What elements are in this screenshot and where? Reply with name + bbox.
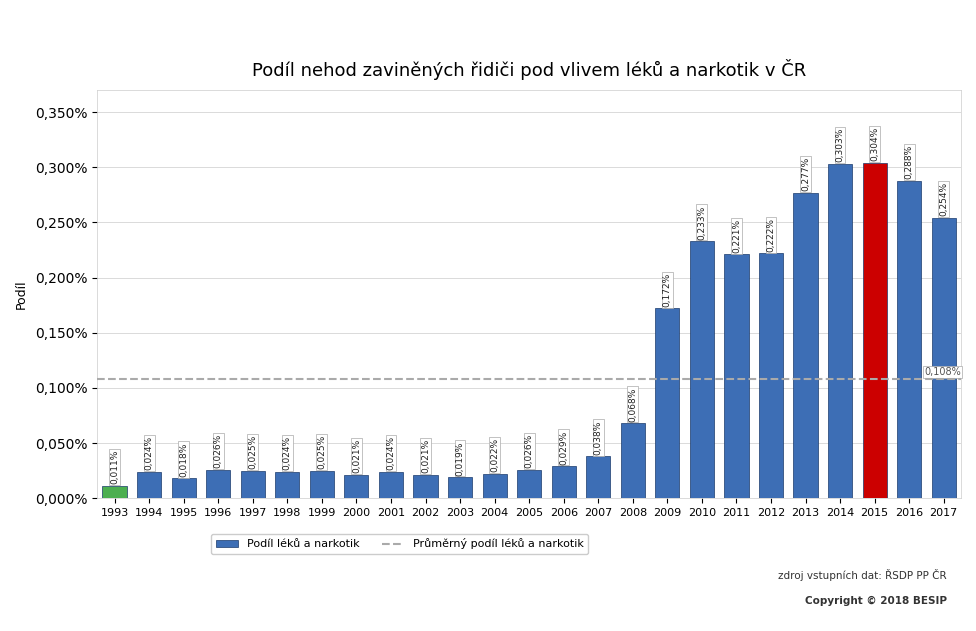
Bar xyxy=(863,163,887,498)
Bar xyxy=(102,486,127,498)
Text: 0,022%: 0,022% xyxy=(490,438,499,472)
Bar xyxy=(793,192,818,498)
Bar xyxy=(241,471,264,498)
Bar xyxy=(724,254,749,498)
Y-axis label: Podíl: Podíl xyxy=(15,280,28,309)
Bar xyxy=(275,472,300,498)
Title: Podíl nehod zaviněných řidiči pod vlivem léků a narkotik v ČR: Podíl nehod zaviněných řidiči pod vlivem… xyxy=(252,59,806,80)
Text: 0,068%: 0,068% xyxy=(629,387,637,422)
Text: 0,021%: 0,021% xyxy=(421,439,430,473)
Bar xyxy=(897,180,921,498)
Text: 0,024%: 0,024% xyxy=(386,436,395,470)
Text: 0,038%: 0,038% xyxy=(593,420,603,454)
Bar xyxy=(345,475,369,498)
Text: Copyright © 2018 BESIP: Copyright © 2018 BESIP xyxy=(805,596,947,606)
Bar xyxy=(621,423,645,498)
Bar xyxy=(448,477,472,498)
Bar xyxy=(206,469,230,498)
Legend: Podíl léků a narkotik, Průměrný podíl léků a narkotik: Podíl léků a narkotik, Průměrný podíl lé… xyxy=(211,534,588,554)
Text: 0,233%: 0,233% xyxy=(698,205,707,240)
Text: 0,024%: 0,024% xyxy=(144,436,153,470)
Bar xyxy=(379,472,403,498)
Bar xyxy=(828,164,852,498)
Bar xyxy=(690,241,714,498)
Bar xyxy=(932,218,956,498)
Text: 0,172%: 0,172% xyxy=(663,273,671,307)
Text: 0,222%: 0,222% xyxy=(766,218,776,252)
Text: 0,018%: 0,018% xyxy=(180,442,188,476)
Bar xyxy=(482,474,507,498)
Text: 0,304%: 0,304% xyxy=(871,127,879,161)
Text: 0,288%: 0,288% xyxy=(905,144,914,179)
Bar xyxy=(551,466,576,498)
Bar xyxy=(587,456,610,498)
Bar xyxy=(759,253,783,498)
Text: 0,025%: 0,025% xyxy=(317,435,326,469)
Bar xyxy=(655,309,679,498)
Bar xyxy=(414,475,437,498)
Text: 0,277%: 0,277% xyxy=(801,156,810,191)
Text: 0,221%: 0,221% xyxy=(732,218,741,253)
Text: 0,108%: 0,108% xyxy=(924,367,961,377)
Text: 0,024%: 0,024% xyxy=(283,436,292,470)
Text: 0,019%: 0,019% xyxy=(456,441,465,476)
Text: 0,303%: 0,303% xyxy=(835,128,844,162)
Bar xyxy=(137,472,161,498)
Bar xyxy=(309,471,334,498)
Text: 0,026%: 0,026% xyxy=(525,433,534,468)
Bar xyxy=(172,478,196,498)
Text: 0,254%: 0,254% xyxy=(939,182,949,216)
Text: 0,026%: 0,026% xyxy=(214,433,223,468)
Text: zdroj vstupních dat: ŘSDP PP ČR: zdroj vstupních dat: ŘSDP PP ČR xyxy=(778,569,947,581)
Text: 0,011%: 0,011% xyxy=(110,450,119,485)
Text: 0,021%: 0,021% xyxy=(352,439,361,473)
Text: 0,029%: 0,029% xyxy=(559,430,568,464)
Bar xyxy=(517,469,542,498)
Text: 0,025%: 0,025% xyxy=(248,435,258,469)
